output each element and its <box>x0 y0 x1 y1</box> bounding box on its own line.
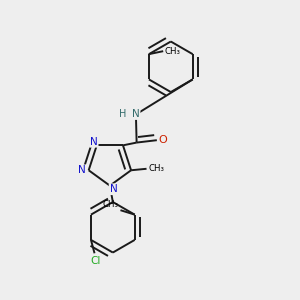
Text: N: N <box>90 137 98 147</box>
Text: O: O <box>158 135 167 145</box>
Text: CH₃: CH₃ <box>165 47 181 56</box>
Text: Cl: Cl <box>91 256 101 266</box>
Text: CH₃: CH₃ <box>148 164 164 173</box>
Text: N: N <box>110 184 117 194</box>
Text: H: H <box>119 109 126 119</box>
Text: N: N <box>132 109 140 119</box>
Text: N: N <box>78 165 86 175</box>
Text: CH₃: CH₃ <box>103 200 119 209</box>
